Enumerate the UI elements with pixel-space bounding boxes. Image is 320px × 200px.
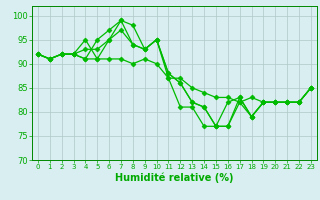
X-axis label: Humidité relative (%): Humidité relative (%): [115, 173, 234, 183]
